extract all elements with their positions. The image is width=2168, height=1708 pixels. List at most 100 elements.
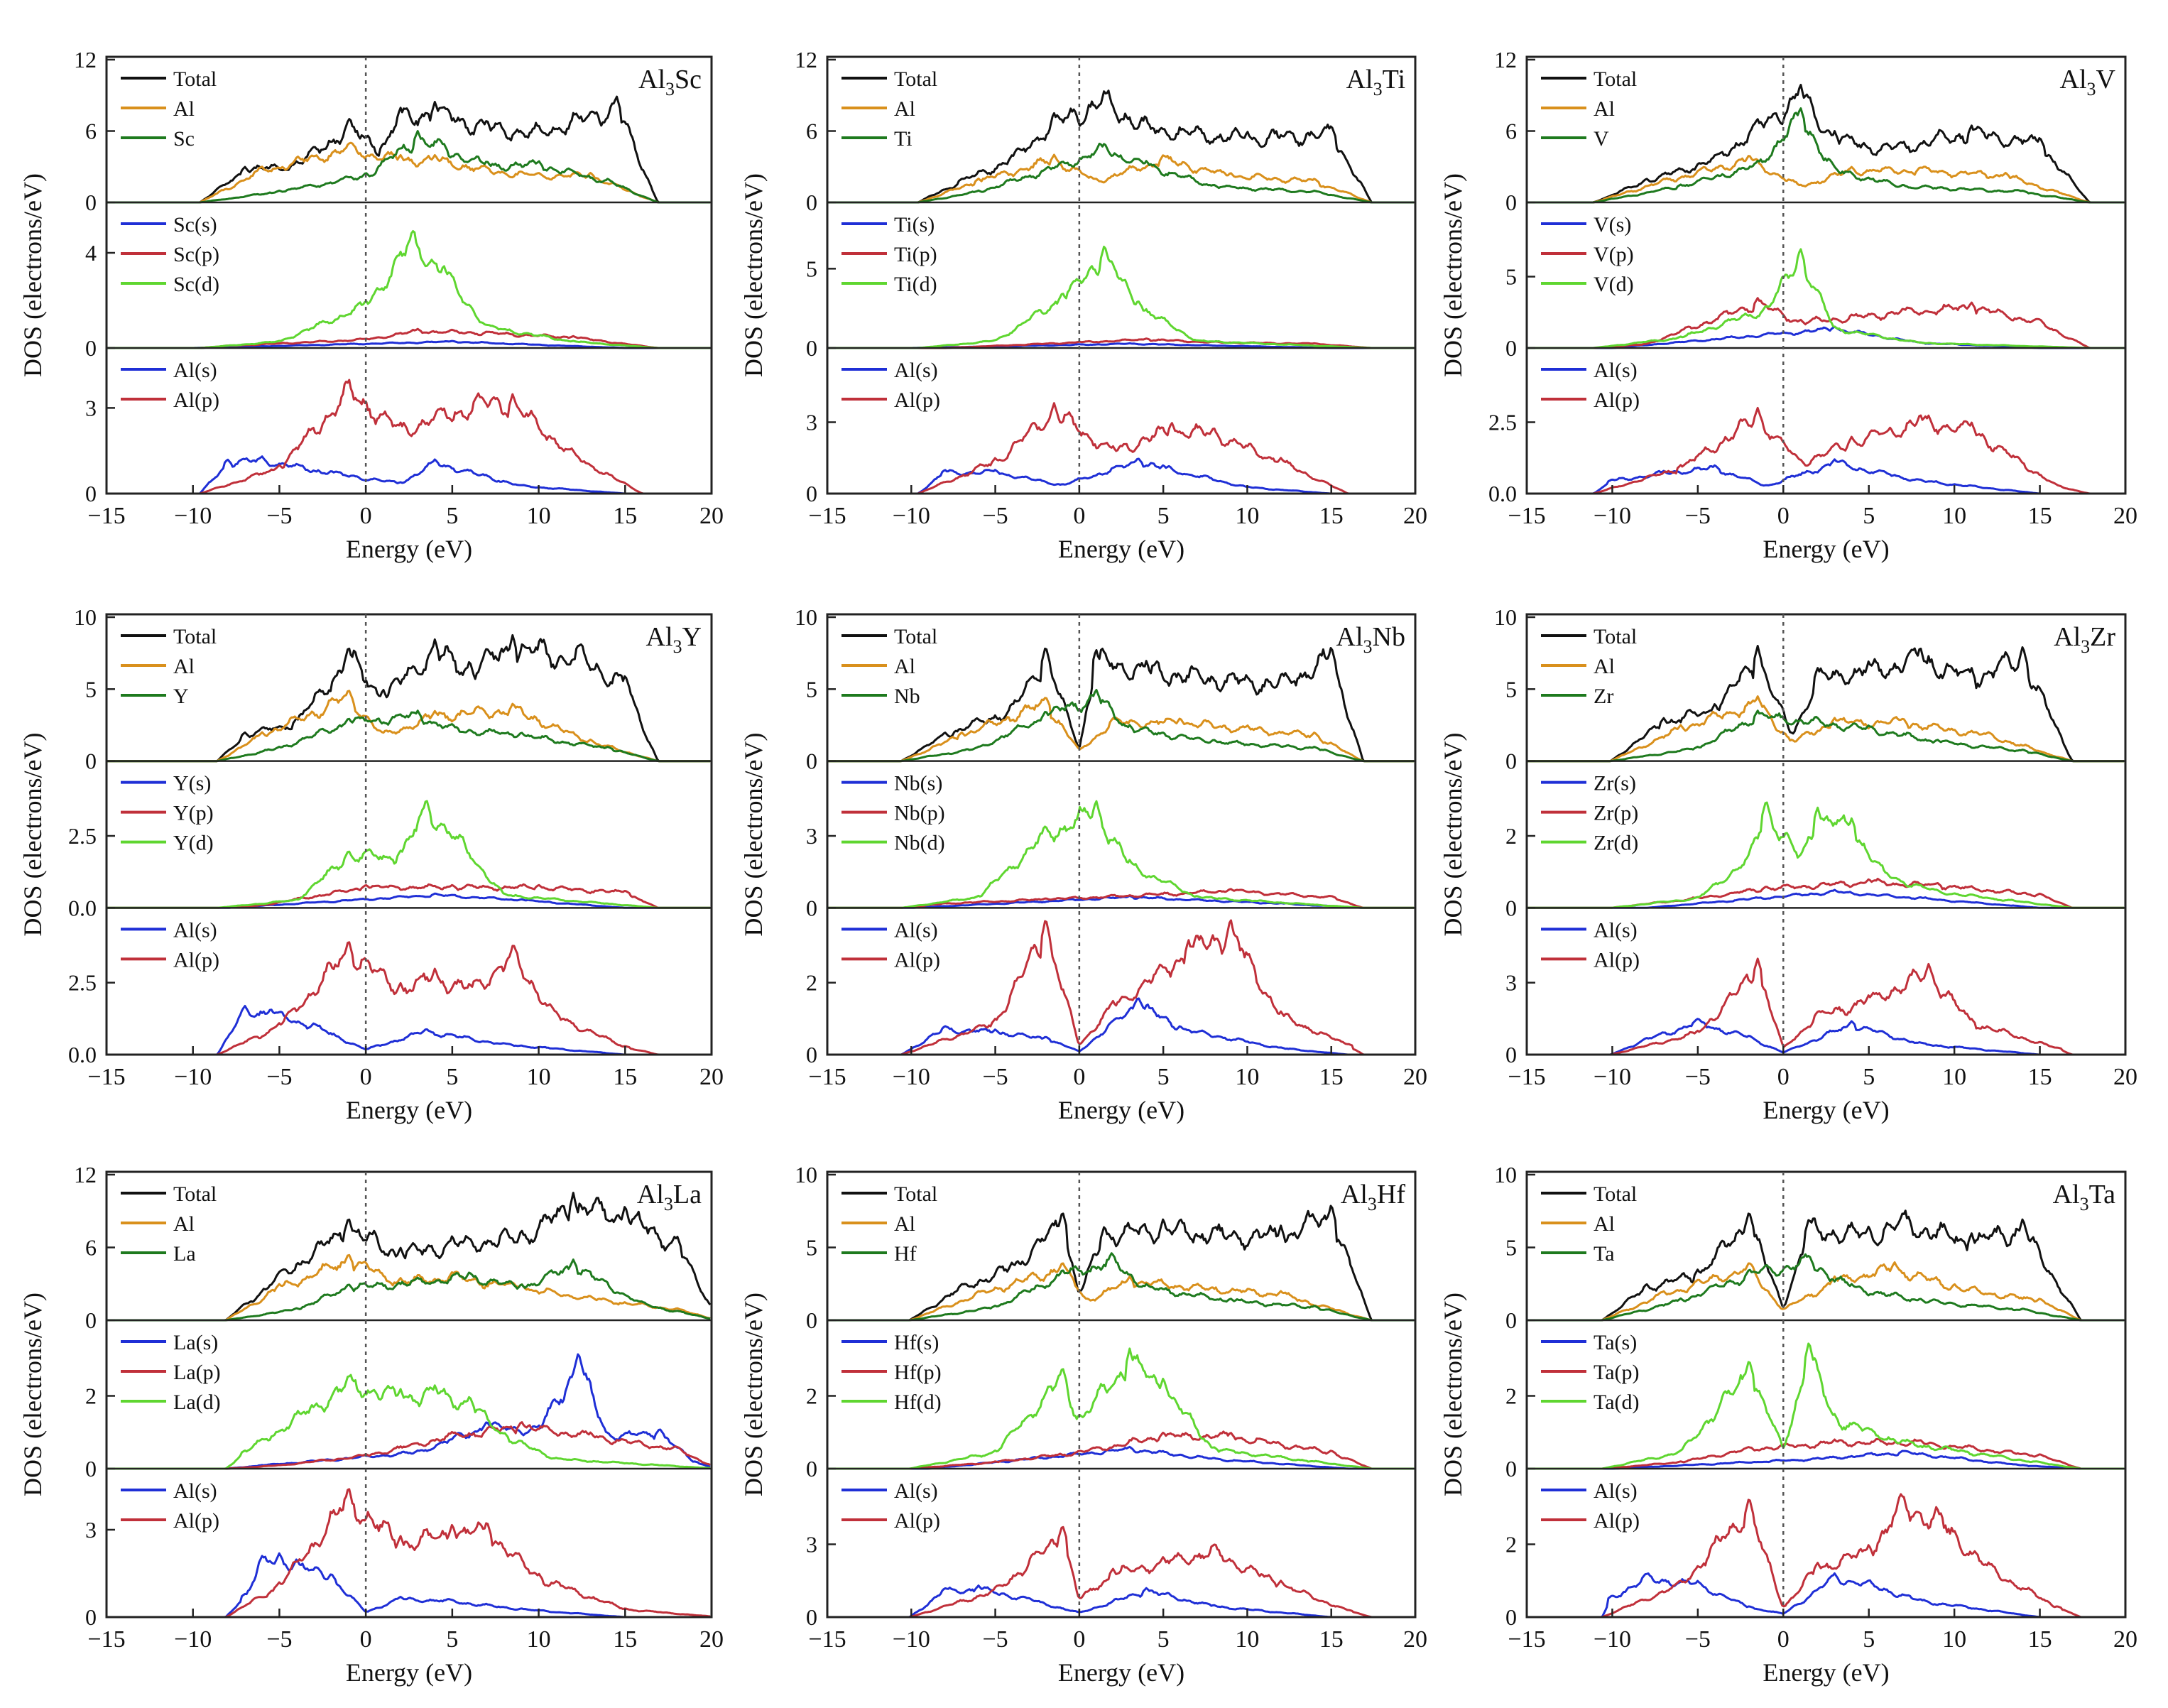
y-tick-label: 4	[85, 240, 97, 266]
x-axis-label: Energy (eV)	[1763, 1096, 1889, 1124]
dos-subpanel-0: 0 5 10 Total Al Nb	[795, 604, 1415, 774]
compound-title: Al3Zr	[2054, 622, 2115, 657]
x-tick-label: 5	[1863, 1064, 1875, 1090]
legend-label: Total	[1594, 67, 1637, 91]
legend-label: Al	[173, 1212, 195, 1236]
dos-series-d	[827, 1347, 1415, 1470]
legend-label: Y(p)	[173, 802, 214, 825]
y-axis-label: DOS (electrons/eV)	[18, 173, 47, 377]
y-axis-label: DOS (electrons/eV)	[739, 733, 768, 937]
x-tick-label: 15	[2028, 1064, 2052, 1090]
y-tick-label: 5	[1505, 676, 1517, 702]
compound-title: Al3Ti	[1346, 65, 1405, 99]
x-tick-label: 10	[527, 1626, 551, 1653]
dos-subpanel-0: 0 5 10 Total Al Y	[74, 604, 711, 774]
dos-series-p	[827, 1430, 1415, 1470]
x-tick-label: 15	[613, 1626, 637, 1653]
y-tick-label: 5	[1505, 264, 1517, 290]
x-tick-label: −15	[87, 503, 125, 529]
legend-label: V(p)	[1594, 243, 1634, 266]
dos-series-m	[827, 142, 1415, 204]
plot-frame	[105, 55, 713, 495]
x-tick-label: −10	[893, 503, 930, 529]
y-tick-label: 3	[806, 823, 817, 849]
legend-label: Al	[1594, 655, 1615, 678]
y-tick-label: 12	[74, 1162, 97, 1187]
y-tick-label: 0	[1505, 1042, 1517, 1067]
dos-subpanel-0: 0 5 10 Total Al Hf	[795, 1162, 1415, 1333]
x-tick-label: −10	[174, 1064, 212, 1090]
x-tick-label: 0	[1777, 503, 1790, 529]
x-tick-label: −15	[808, 1626, 846, 1653]
y-tick-label: 5	[806, 676, 817, 702]
x-tick-label: −10	[174, 503, 212, 529]
title-sub: 3	[1373, 79, 1383, 99]
x-tick-label: −15	[1508, 503, 1545, 529]
dos-series-al_s	[107, 1005, 711, 1056]
x-tick-label: 20	[699, 1626, 724, 1653]
y-tick-label: 0	[1505, 749, 1517, 774]
dos-subpanel-1: 0 2 Hf(s) Hf(p) Hf(d)	[806, 1319, 1415, 1481]
legend-label: Sc(p)	[173, 243, 219, 266]
title-base: Al	[2053, 1180, 2080, 1209]
y-tick-label: 3	[1505, 970, 1517, 996]
dos-series-m	[827, 689, 1415, 763]
dos-subpanel-1: 0 4 Sc(s) Sc(p) Sc(d)	[85, 201, 712, 361]
x-tick-label: 20	[2113, 503, 2137, 529]
legend-label: V(d)	[1594, 273, 1634, 296]
dos-series-s	[1527, 888, 2125, 909]
dos-subpanel-0: 0 5 10 Total Al Zr	[1494, 604, 2125, 774]
x-tick-label: 0	[1777, 1626, 1790, 1653]
dos-series-al_s	[827, 1584, 1415, 1619]
legend-label: Zr(p)	[1594, 802, 1638, 825]
title-rest: Y	[682, 622, 702, 652]
title-rest: Ti	[1383, 65, 1405, 94]
y-tick-label: 2	[1505, 823, 1517, 849]
y-tick-label: 0	[1505, 1456, 1517, 1481]
x-tick-label: 5	[446, 1064, 458, 1090]
legend-label: Al	[173, 655, 195, 678]
x-tick-label: 20	[1403, 503, 1427, 529]
x-tick-label: 10	[1942, 1064, 1966, 1090]
title-sub: 3	[673, 636, 682, 657]
dos-subpanel-2: 0 2 Al(s) Al(p)	[806, 907, 1415, 1067]
x-tick-label: 5	[1157, 1626, 1170, 1653]
x-tick-label: 20	[1403, 1626, 1427, 1653]
title-base: Al	[1341, 1180, 1368, 1209]
y-tick-label: 0	[85, 190, 97, 215]
y-tick-label: 0	[806, 1307, 817, 1333]
dos-series-m	[107, 130, 711, 204]
dos-series-m	[1527, 107, 2125, 204]
x-tick-label: 10	[1235, 1626, 1259, 1653]
dos-subpanel-0: 0 6 12 Total Al Ti	[795, 47, 1415, 215]
y-tick-label: 0	[85, 335, 97, 361]
x-axis-label: Energy (eV)	[1058, 1096, 1184, 1124]
title-base: Al	[2054, 622, 2081, 652]
dos-series-al	[827, 153, 1415, 204]
y-tick-label: 0	[806, 335, 817, 361]
y-tick-label: 6	[806, 119, 817, 144]
plot-frame	[826, 55, 1417, 495]
dos-subpanel-0: 0 6 12 Total Al V	[1494, 47, 2125, 215]
dos-subpanel-2: 0 3 Al(s) Al(p)	[806, 347, 1415, 506]
legend-label: Hf(s)	[894, 1331, 939, 1354]
dos-series-d	[827, 800, 1415, 909]
x-tick-label: 0	[360, 1626, 372, 1653]
legend-label: Hf(p)	[894, 1361, 942, 1384]
y-tick-label: 2.5	[1488, 410, 1517, 435]
x-tick-label: 5	[1157, 1064, 1170, 1090]
dos-subpanel-2: 0 3 Al(s) Al(p)	[85, 1467, 712, 1630]
legend-label: Nb	[894, 685, 920, 708]
legend-label: Total	[173, 67, 217, 91]
dos-series-al_p	[827, 402, 1415, 495]
dos-plot-Al3La: 0 6 12 Total Al La 0 2 La(s) La(p) La(d) 0 3 Al(s) Al(…	[18, 1162, 724, 1687]
dos-series-al	[107, 141, 711, 204]
dos-plot-Al3Hf: 0 5 10 Total Al Hf 0 2 Hf(s) Hf(p) Hf(d) 0 3 Al(s) Al(…	[739, 1162, 1427, 1687]
title-sub: 3	[664, 1194, 673, 1214]
legend-label: La(p)	[173, 1361, 221, 1384]
title-sub: 3	[2087, 79, 2096, 99]
legend-label: Sc	[173, 127, 195, 151]
y-tick-label: 0	[85, 1456, 97, 1481]
x-tick-label: −5	[266, 503, 292, 529]
dos-subpanel-2: 0 3 Al(s) Al(p)	[806, 1467, 1415, 1630]
